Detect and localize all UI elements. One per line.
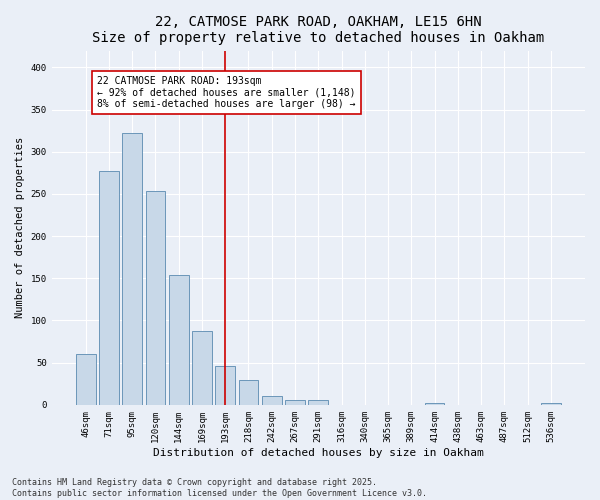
Bar xyxy=(192,330,212,405)
Bar xyxy=(425,403,445,405)
Bar xyxy=(239,380,259,405)
Bar xyxy=(99,171,119,405)
Bar xyxy=(541,403,561,405)
Bar xyxy=(308,400,328,405)
Bar xyxy=(76,354,95,405)
Bar xyxy=(262,396,281,405)
Y-axis label: Number of detached properties: Number of detached properties xyxy=(15,137,25,318)
Text: 22 CATMOSE PARK ROAD: 193sqm
← 92% of detached houses are smaller (1,148)
8% of : 22 CATMOSE PARK ROAD: 193sqm ← 92% of de… xyxy=(97,76,356,109)
Bar xyxy=(285,400,305,405)
Text: Contains HM Land Registry data © Crown copyright and database right 2025.
Contai: Contains HM Land Registry data © Crown c… xyxy=(12,478,427,498)
Bar xyxy=(146,190,166,405)
Bar xyxy=(122,133,142,405)
X-axis label: Distribution of detached houses by size in Oakham: Distribution of detached houses by size … xyxy=(153,448,484,458)
Bar xyxy=(169,275,188,405)
Title: 22, CATMOSE PARK ROAD, OAKHAM, LE15 6HN
Size of property relative to detached ho: 22, CATMOSE PARK ROAD, OAKHAM, LE15 6HN … xyxy=(92,15,544,45)
Bar xyxy=(215,366,235,405)
